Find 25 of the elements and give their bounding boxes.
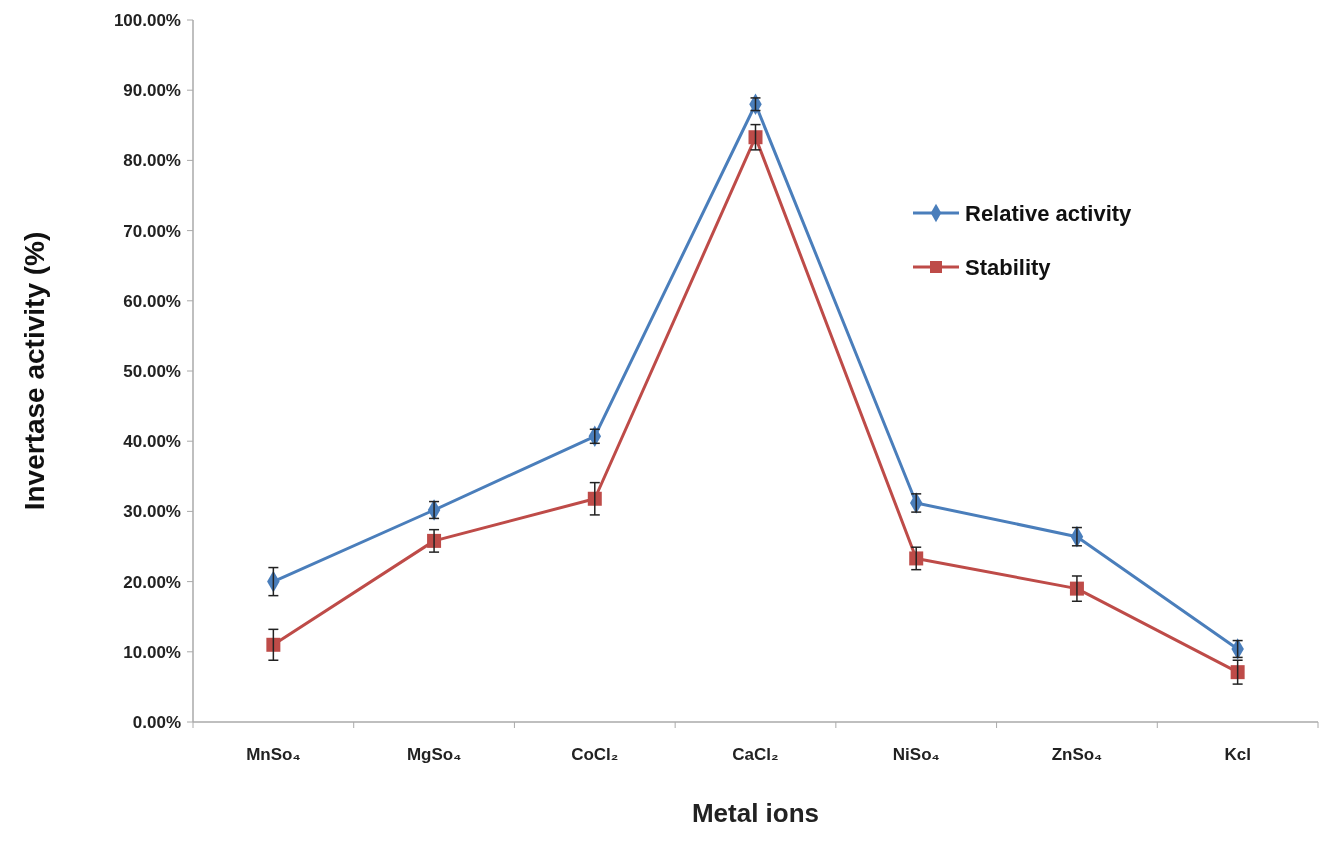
point <box>266 637 281 652</box>
y-tick-label: 60.00% <box>123 291 181 311</box>
y-tick-label: 30.00% <box>123 502 181 522</box>
point <box>748 130 763 145</box>
y-tick-label: 100.00% <box>113 10 181 30</box>
point <box>1230 665 1245 680</box>
y-tick-label: 50.00% <box>123 361 181 381</box>
x-tick-label: ZnSo₄ <box>1051 745 1103 764</box>
legend-label: Relative activity <box>965 200 1133 226</box>
y-tick-label: 10.00% <box>123 642 181 662</box>
y-axis-title: Invertase activity (%) <box>19 231 50 511</box>
y-tick-label: 40.00% <box>123 432 181 452</box>
y-tick-label: 80.00% <box>123 151 181 171</box>
x-tick-label: MnSo₄ <box>246 745 301 764</box>
x-tick-label: Kcl <box>1224 745 1251 764</box>
x-tick-label: CoCl₂ <box>571 745 619 764</box>
y-tick-label: 70.00% <box>123 221 181 241</box>
legend-label: Stability <box>965 254 1052 280</box>
x-tick-label: NiSo₄ <box>892 745 940 764</box>
x-tick-label: CaCl₂ <box>732 745 779 764</box>
x-axis-title: Metal ions <box>691 798 820 828</box>
y-tick-label: 20.00% <box>123 572 181 592</box>
y-tick-label: 0.00% <box>132 712 181 732</box>
y-tick-label: 90.00% <box>123 81 181 101</box>
x-tick-label: MgSo₄ <box>406 745 462 764</box>
